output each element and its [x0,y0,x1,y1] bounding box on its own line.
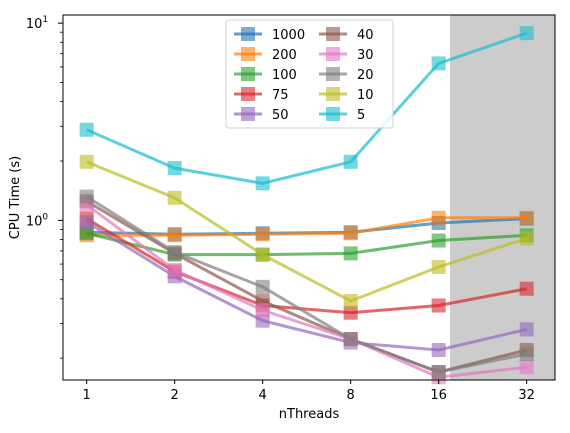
series-point-20 [432,365,446,379]
series-point-75 [432,298,446,312]
legend-marker [241,67,255,81]
legend-label: 10 [357,88,374,103]
series-point-5 [256,176,270,190]
x-tick-label: 4 [259,388,267,403]
legend-label: 75 [272,88,289,103]
series-point-200 [520,211,534,225]
series-point-200 [344,226,358,240]
series-point-5 [344,155,358,169]
series-point-20 [520,347,534,361]
y-tick-base: 10 [26,214,43,229]
shaded-region [450,15,555,380]
plot-area [450,15,555,380]
legend-marker [241,47,255,61]
series-point-5 [168,161,182,175]
legend-label: 20 [357,68,374,83]
legend-marker [326,47,340,61]
legend-label: 200 [272,48,297,63]
legend-marker [326,67,340,81]
y-axis-label: CPU Time (s) [8,156,23,239]
legend-marker [241,107,255,121]
legend-marker [241,87,255,101]
legend-label: 50 [272,108,289,123]
series-point-100 [344,246,358,260]
legend-marker [326,27,340,41]
x-tick-label: 1 [83,388,91,403]
series-point-30 [168,263,182,277]
series-point-50 [432,343,446,357]
legend-marker [241,27,255,41]
x-tick-label: 32 [518,388,535,403]
x-tick-label: 2 [171,388,179,403]
series-point-5 [432,56,446,70]
legend-label: 1000 [272,28,305,43]
series-point-200 [256,227,270,241]
legend-label: 30 [357,48,374,63]
legend-label: 5 [357,108,365,123]
series-point-30 [256,303,270,317]
y-tick-base: 10 [26,17,43,32]
series-point-10 [520,231,534,245]
series-point-200 [168,228,182,242]
series-point-10 [80,155,94,169]
series-point-10 [168,191,182,205]
series-point-20 [344,332,358,346]
y-tick-exponent: 0 [42,212,48,222]
x-tick-label: 16 [430,388,447,403]
series-point-75 [520,282,534,296]
series-point-5 [520,26,534,40]
series-point-10 [344,294,358,308]
x-tick-label: 8 [347,388,355,403]
series-point-5 [80,123,94,137]
series-point-10 [256,248,270,262]
legend: 1000 200 100 75 50 40 30 20 10 5 [226,20,393,128]
series-point-200 [432,211,446,225]
legend-label: 100 [272,68,297,83]
y-tick-exponent: 1 [42,15,48,25]
series-point-20 [80,190,94,204]
series-point-20 [256,280,270,294]
series-point-50 [80,215,94,229]
legend-marker [326,107,340,121]
legend-label: 40 [357,28,374,43]
series-point-50 [520,322,534,336]
series-point-30 [520,360,534,374]
series-point-10 [432,260,446,274]
legend-marker [326,87,340,101]
series-point-100 [432,234,446,248]
x-axis-label: nThreads [279,407,340,422]
series-point-20 [168,245,182,259]
